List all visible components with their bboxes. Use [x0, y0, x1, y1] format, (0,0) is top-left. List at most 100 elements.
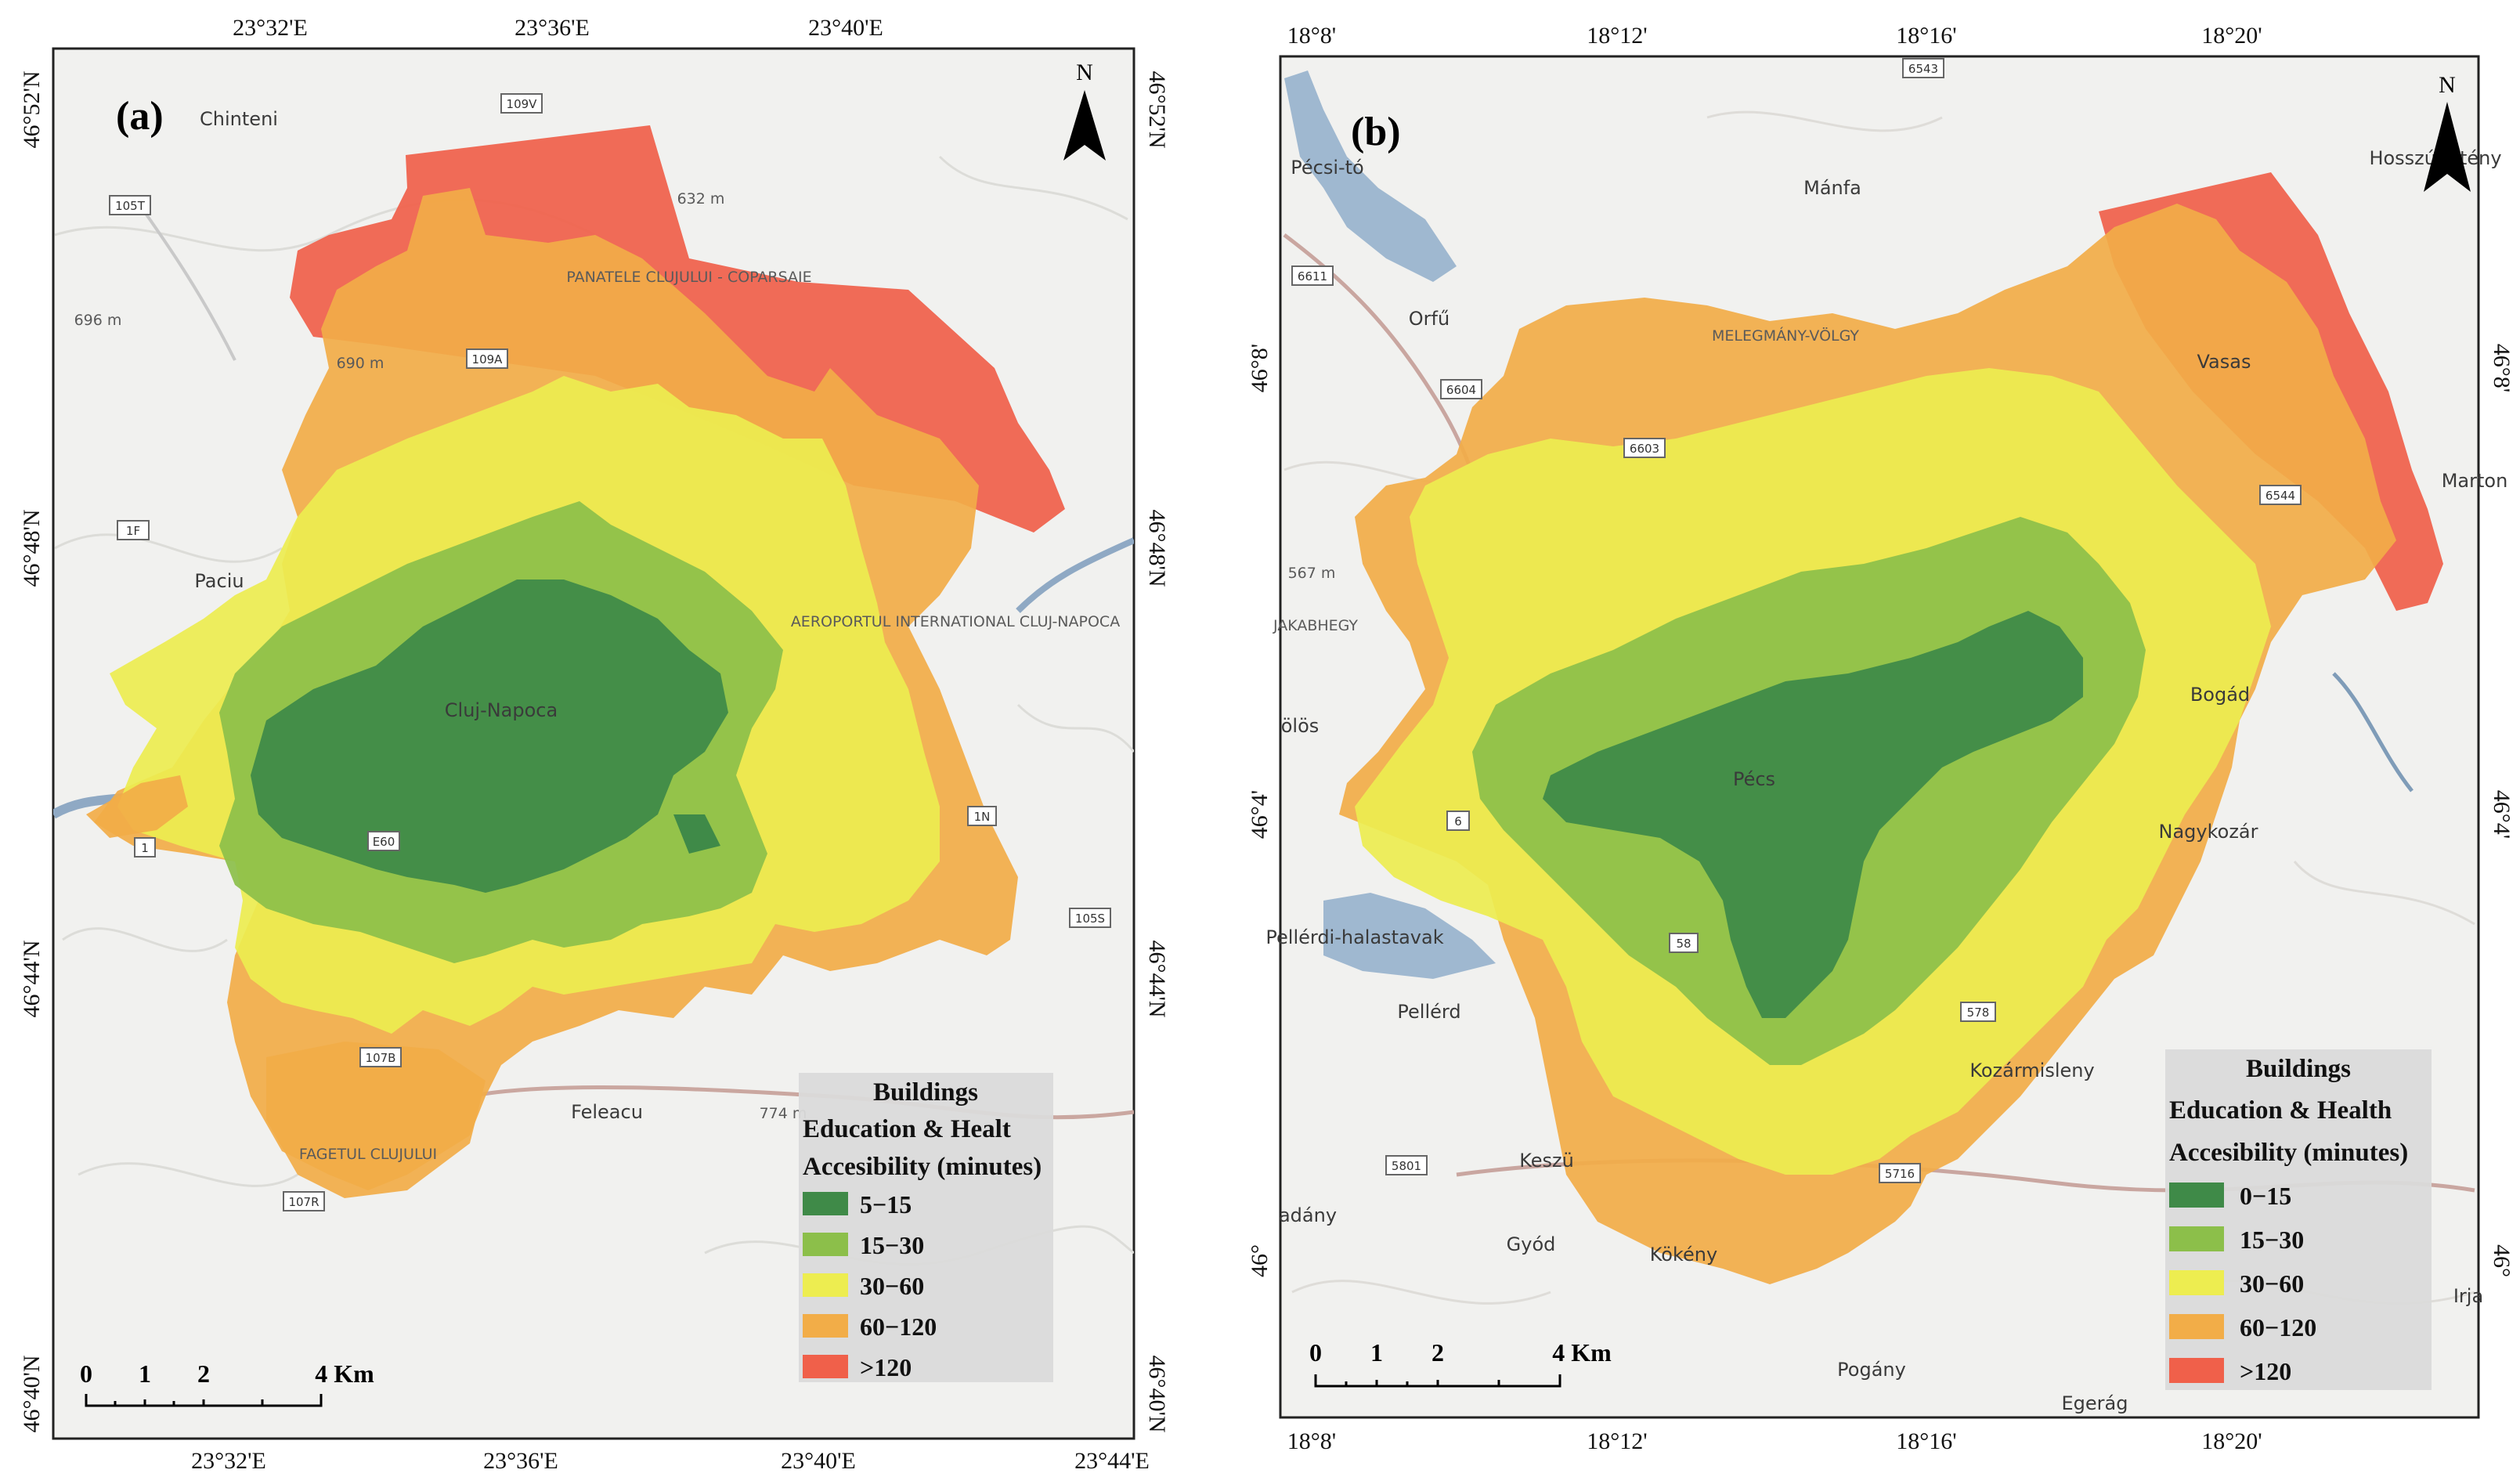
legend-a-label-5: >120: [860, 1353, 912, 1381]
stream-bogad: [2332, 672, 2413, 793]
svg-text:1F: 1F: [126, 524, 140, 538]
scale-4km: 4 Km: [1552, 1338, 1612, 1367]
place-kozarmisleny: Kozármisleny: [1969, 1060, 2094, 1081]
place-marton: Marton: [2442, 470, 2508, 492]
road-shield-e60: E60: [367, 831, 400, 851]
zone-b-0-15: [1543, 611, 2083, 1018]
elevation-632: 632 m: [677, 190, 725, 208]
place-jakabhegy: JAKABHEGY: [1273, 617, 1358, 634]
svg-text:107B: 107B: [366, 1051, 396, 1065]
tick-top-1: 18°8': [1287, 23, 1336, 49]
place-panatele: PANATELE CLUJULUI - COPARSAIE: [566, 269, 811, 286]
tick-bottom-3: 23°40'E: [781, 1448, 856, 1474]
svg-text:E60: E60: [373, 835, 395, 849]
road-shield-109a: 109A: [466, 348, 508, 369]
tick-top-2: 23°36'E: [514, 15, 590, 41]
map-b-svg: 18°8' 18°12' 18°16' 18°20' 18°8' 18°12' …: [1247, 23, 2515, 1454]
road-shield-6544: 6544: [2259, 485, 2302, 505]
legend-a-swatch-5: [803, 1355, 848, 1378]
elevation-567: 567 m: [1288, 565, 1336, 582]
river-somes-east: [1016, 537, 1134, 613]
legend-b-swatch-1: [2169, 1183, 2224, 1208]
road-shield-5716: 5716: [1879, 1163, 1921, 1183]
tick-left-1: 46°8': [1247, 344, 1273, 392]
zone-a-south-patch: [266, 1042, 486, 1198]
map-b-left-ticks: 46°8' 46°4' 46°: [1247, 344, 1273, 1277]
scale-1: 1: [139, 1359, 151, 1388]
place-chinteni: Chinteni: [200, 108, 278, 130]
road-shield-105s: 105S: [1069, 908, 1111, 928]
legend-b-swatch-2: [2169, 1226, 2224, 1251]
tick-top-1: 23°32'E: [233, 15, 308, 41]
road-shield-1f: 1F: [117, 520, 150, 540]
svg-text:58: 58: [1676, 937, 1691, 951]
road-shield-5801: 5801: [1385, 1155, 1428, 1175]
legend-a-label-4: 60−120: [860, 1312, 937, 1341]
scale-bar-a: 0 1 2 4 Km: [80, 1359, 374, 1407]
tick-bottom-1: 23°32'E: [191, 1448, 266, 1474]
place-pellerdi-halastavak: Pellérdi-halastavak: [1265, 926, 1443, 948]
place-nagykozar: Nagykozár: [2159, 821, 2258, 843]
legend-b-title-2: Education & Health: [2169, 1096, 2392, 1125]
place-pecsi-to: Pécsi-tó: [1291, 157, 1364, 179]
road-shield-107b: 107B: [359, 1047, 402, 1067]
tick-left-4: 46°40'N: [19, 1355, 45, 1432]
north-label: N: [1076, 60, 1093, 85]
road-105t: [132, 194, 236, 361]
lake-pecsi-to: [1284, 70, 1457, 282]
zone-a-west-patch: [86, 775, 188, 838]
place-paciu: Paciu: [194, 570, 244, 592]
place-airport: AEROPORTUL INTERNATIONAL CLUJ-NAPOCA: [791, 613, 1120, 630]
svg-text:5716: 5716: [1885, 1167, 1915, 1181]
road-shield-6543: 6543: [1902, 58, 1944, 78]
place-gyod: Gyód: [1507, 1233, 1556, 1255]
tick-right-2: 46°48'N: [1144, 509, 1170, 587]
place-egerag: Egerág: [2062, 1392, 2128, 1414]
map-a-bottom-ticks: 23°32'E 23°36'E 23°40'E 23°44'E: [191, 1448, 1150, 1474]
tick-bottom-1: 18°8': [1287, 1428, 1336, 1454]
place-orfu: Orfű: [1409, 308, 1450, 330]
tick-right-3: 46°: [2489, 1244, 2515, 1277]
tick-top-3: 23°40'E: [808, 15, 883, 41]
legend-b-swatch-3: [2169, 1270, 2224, 1295]
tick-right-4: 46°40'N: [1144, 1355, 1170, 1432]
tick-right-1: 46°8': [2489, 344, 2515, 392]
legend-a-label-2: 15−30: [860, 1231, 924, 1259]
road-shield-6604: 6604: [1440, 379, 1482, 399]
map-a-road-shields: 109V 105T 109A 1F 1 1N 105S 107B: [109, 93, 1111, 1211]
place-adany: adány: [1279, 1204, 1337, 1226]
legend-b-label-5: >120: [2240, 1357, 2291, 1385]
tick-bottom-2: 18°12': [1587, 1428, 1647, 1454]
road-shield-107r: 107R: [283, 1191, 325, 1211]
road-shield-578: 578: [1960, 1002, 1996, 1022]
legend-a-swatch-1: [803, 1192, 848, 1215]
tick-bottom-3: 18°16': [1896, 1428, 1956, 1454]
zone-a-5-15: [251, 580, 728, 893]
legend-b-label-2: 15−30: [2240, 1226, 2304, 1254]
tick-top-4: 18°20': [2201, 23, 2262, 49]
legend-a-swatch-3: [803, 1273, 848, 1297]
map-b-place-labels: Pécsi-tó Mánfa Hosszúhetény Orfű MELEGMÁ…: [1265, 147, 2507, 1414]
legend-b-title-3: Accesibility (minutes): [2169, 1139, 2408, 1167]
legend-a-title-2: Education & Healt: [803, 1115, 1011, 1143]
legend-a-swatch-4: [803, 1314, 848, 1338]
svg-text:6604: 6604: [1446, 383, 1476, 397]
legend-a-title-3: Accesibility (minutes): [803, 1153, 1042, 1181]
svg-text:6603: 6603: [1630, 442, 1659, 456]
road-shield-1: 1: [134, 837, 156, 858]
place-pellerd: Pellérd: [1397, 1001, 1460, 1023]
tick-right-2: 46°4': [2489, 790, 2515, 839]
road-shield-1n: 1N: [967, 806, 997, 826]
elevation-690: 690 m: [337, 355, 384, 372]
place-keszu: Keszü: [1519, 1150, 1574, 1172]
place-cluj-napoca: Cluj-Napoca: [445, 699, 558, 721]
road-shield-6603: 6603: [1623, 438, 1666, 458]
place-pecs: Pécs: [1733, 768, 1775, 790]
panel-label-a: (a): [116, 94, 164, 139]
map-a-left-ticks: 46°52'N 46°48'N 46°44'N 46°40'N: [19, 70, 45, 1432]
road-shield-6611: 6611: [1291, 265, 1334, 286]
tick-top-2: 18°12': [1587, 23, 1647, 49]
svg-text:6544: 6544: [2265, 489, 2295, 503]
scale-bar-b: 0 1 2 4 Km: [1309, 1338, 1612, 1388]
road-shield-6: 6: [1446, 811, 1470, 831]
